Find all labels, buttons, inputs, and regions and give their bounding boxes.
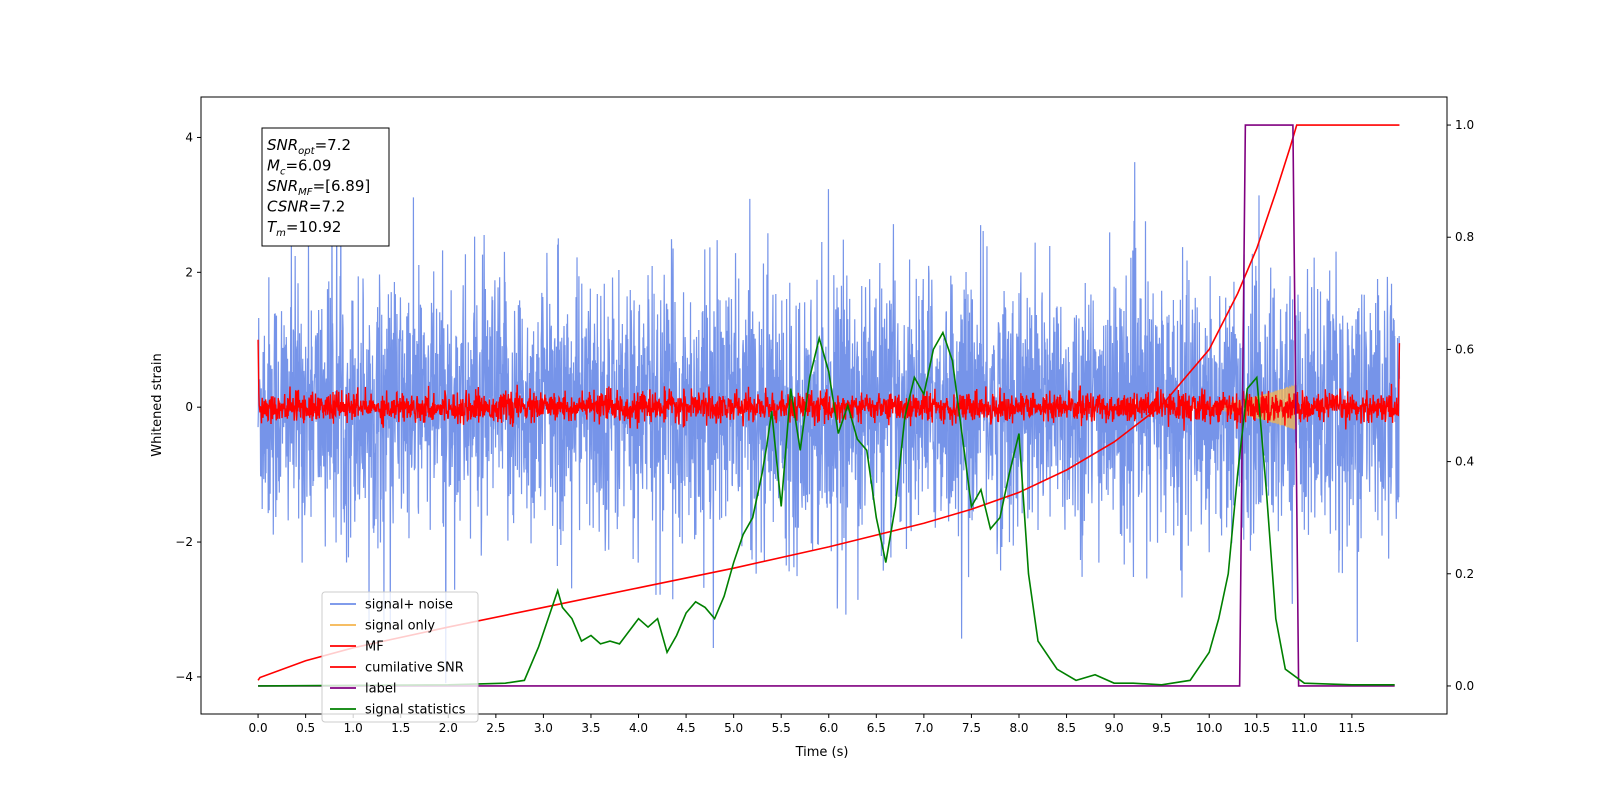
legend-label: MF <box>365 640 384 655</box>
y-right-tick-label: 0.2 <box>1455 567 1474 581</box>
y-right-tick-label: 0.0 <box>1455 679 1474 693</box>
x-tick-label: 11.5 <box>1339 721 1366 735</box>
x-axis-label: Time (s) <box>795 745 849 760</box>
legend-label: signal+ noise <box>365 598 453 613</box>
x-tick-label: 4.5 <box>677 721 696 735</box>
y-tick-label: −4 <box>175 670 193 684</box>
annotation-line: SNRopt=7.2 <box>267 136 351 157</box>
x-axis: 0.0 0.5 1.0 1.5 2.0 2.5 3.0 3.5 4.0 4.5 5.0 5.5 6.0 6… <box>249 714 1366 735</box>
x-tick-label: 6.5 <box>867 721 886 735</box>
legend-label: label <box>365 682 396 697</box>
x-tick-label: 9.5 <box>1152 721 1171 735</box>
y-axis-label: Whitened strain <box>150 353 165 456</box>
y-right-tick-label: 0.8 <box>1455 230 1474 244</box>
x-tick-label: 3.0 <box>534 721 553 735</box>
y-right-tick-label: 1.0 <box>1455 118 1474 132</box>
x-tick-label: 0.5 <box>296 721 315 735</box>
x-tick-label: 2.5 <box>486 721 505 735</box>
y-tick-label: 0 <box>185 400 193 414</box>
x-tick-label: 11.0 <box>1291 721 1318 735</box>
annotation-line: CSNR=7.2 <box>267 198 345 216</box>
series-mf <box>257 339 1401 431</box>
series-label <box>258 124 1395 687</box>
legend-label: signal statistics <box>365 703 466 718</box>
x-tick-label: 1.5 <box>391 721 410 735</box>
annotation-line: Mc=6.09 <box>267 157 331 178</box>
x-tick-label: 9.0 <box>1105 721 1124 735</box>
series-signal-statistics <box>258 330 1395 687</box>
x-tick-label: 7.0 <box>914 721 933 735</box>
legend: signal+ noise signal only MF cumilative SNR… <box>321 591 479 723</box>
x-tick-label: 5.0 <box>724 721 743 735</box>
annotation-line: Tm=10.92 <box>267 218 341 239</box>
x-tick-label: 0.0 <box>249 721 268 735</box>
x-tick-label: 6.0 <box>819 721 838 735</box>
y-axis-right: 1.0 0.8 0.6 0.4 0.2 0.0 <box>1447 118 1474 693</box>
x-tick-label: 8.5 <box>1057 721 1076 735</box>
legend-label: cumilative SNR <box>365 661 464 676</box>
y-tick-label: −2 <box>175 535 193 549</box>
x-tick-label: 4.0 <box>629 721 648 735</box>
y-axis-left: 4 2 0 −2 −4 <box>175 130 201 684</box>
y-tick-label: 2 <box>185 265 193 279</box>
y-tick-label: 4 <box>185 130 193 144</box>
x-tick-label: 10.0 <box>1196 721 1223 735</box>
x-tick-label: 1.0 <box>344 721 363 735</box>
x-tick-label: 10.5 <box>1243 721 1270 735</box>
legend-label: signal only <box>365 619 435 634</box>
annotation-box-frame <box>261 127 390 247</box>
y-right-tick-label: 0.4 <box>1455 455 1474 469</box>
y-right-tick-label: 0.6 <box>1455 342 1474 356</box>
x-tick-label: 3.5 <box>581 721 600 735</box>
legend-frame <box>321 591 479 723</box>
annotation-line: SNRMF=[6.89] <box>267 177 370 198</box>
x-tick-label: 8.0 <box>1009 721 1028 735</box>
x-tick-label: 5.5 <box>772 721 791 735</box>
plot-frame <box>200 96 1448 715</box>
x-tick-label: 7.5 <box>962 721 981 735</box>
x-tick-label: 2.0 <box>439 721 458 735</box>
